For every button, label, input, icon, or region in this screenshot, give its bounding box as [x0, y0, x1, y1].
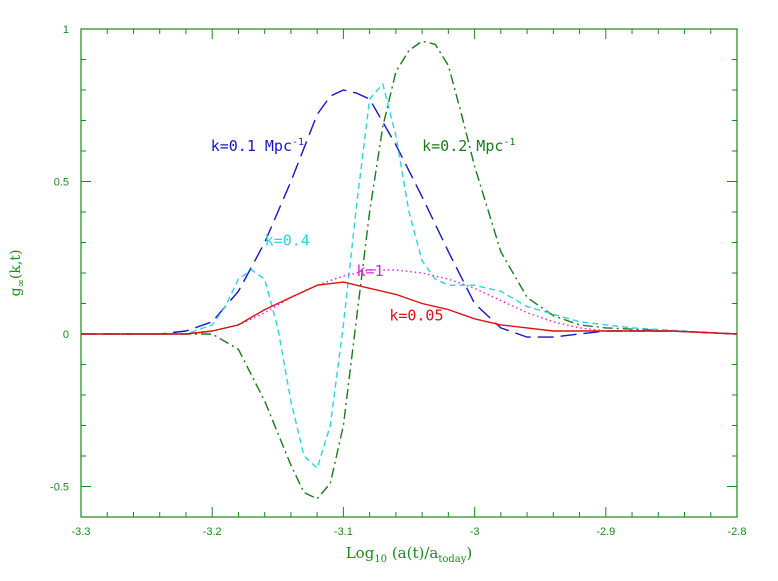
series-label: k=0.2 Mpc-1 [422, 137, 515, 155]
x-tick-label: -2.8 [728, 526, 747, 538]
x-tick-label: -2.9 [596, 526, 615, 538]
series-label: k=0.05 [389, 306, 443, 324]
x-axis-title: Log10 (a(t)/atoday) [346, 544, 473, 565]
series-line [81, 269, 738, 335]
series-line [81, 40, 738, 500]
axis-tick-labels: -3.3 -3.2 -3.1 -3 -2.9 -2.8 -0.5 0 0.5 1 [50, 24, 746, 538]
series-line [81, 89, 738, 338]
series-label: k=0.4 [265, 232, 310, 250]
axis-ticks [80, 28, 738, 518]
y-tick-label: -0.5 [50, 482, 69, 494]
series-line [81, 83, 738, 469]
y-tick-label: 0 [63, 329, 69, 341]
plot-frame [80, 28, 738, 518]
x-tick-label: -3.2 [203, 526, 222, 538]
y-tick-label: 1 [63, 24, 69, 36]
series-lines [81, 40, 738, 500]
series-labels: k=0.1 Mpc-1 k=0.2 Mpc-1 k=0.4 k=1 k=0.05 [211, 137, 516, 324]
series-line [81, 281, 738, 335]
y-tick-label: 0.5 [54, 177, 69, 189]
series-label: k=0.1 Mpc-1 [211, 137, 304, 155]
x-tick-label: -3.1 [334, 526, 353, 538]
x-tick-label: -3 [470, 526, 480, 538]
series-label: k=1 [357, 262, 384, 280]
y-axis-title: g∞(k,t) [8, 250, 27, 297]
x-tick-label: -3.3 [72, 526, 91, 538]
